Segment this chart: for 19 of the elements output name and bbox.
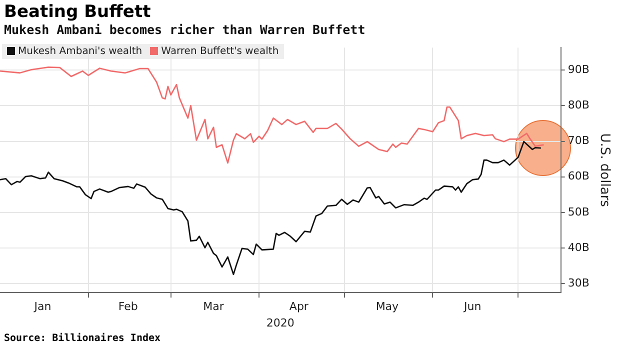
x-tick-label: Feb — [118, 300, 138, 314]
chart-subtitle: Mukesh Ambani becomes richer than Warren Buffett — [4, 22, 366, 37]
y-tick-label: 90B — [568, 62, 590, 76]
legend-label: Mukesh Ambani's wealth — [17, 46, 142, 57]
y-tick-label: 30B — [568, 276, 590, 290]
y-tick-label: 40B — [568, 240, 590, 254]
source-note: Source: Billionaires Index — [4, 333, 161, 344]
x-tick-label: May — [376, 300, 400, 314]
legend-label: Warren Buffett's wealth — [160, 46, 279, 57]
x-tick-label: Mar — [203, 300, 224, 314]
y-tick-label: 50B — [568, 205, 590, 218]
y-tick-label: 80B — [568, 98, 590, 112]
x-axis-title: 2020 — [266, 316, 294, 330]
x-tick-label: Jan — [33, 300, 52, 314]
chart-title: Beating Buffett — [4, 2, 151, 22]
y-axis-title: U.S. dollars — [596, 133, 612, 208]
y-tick-label: 60B — [568, 170, 590, 183]
x-tick-label: Jun — [463, 300, 482, 314]
x-tick-label: Apr — [289, 300, 309, 314]
